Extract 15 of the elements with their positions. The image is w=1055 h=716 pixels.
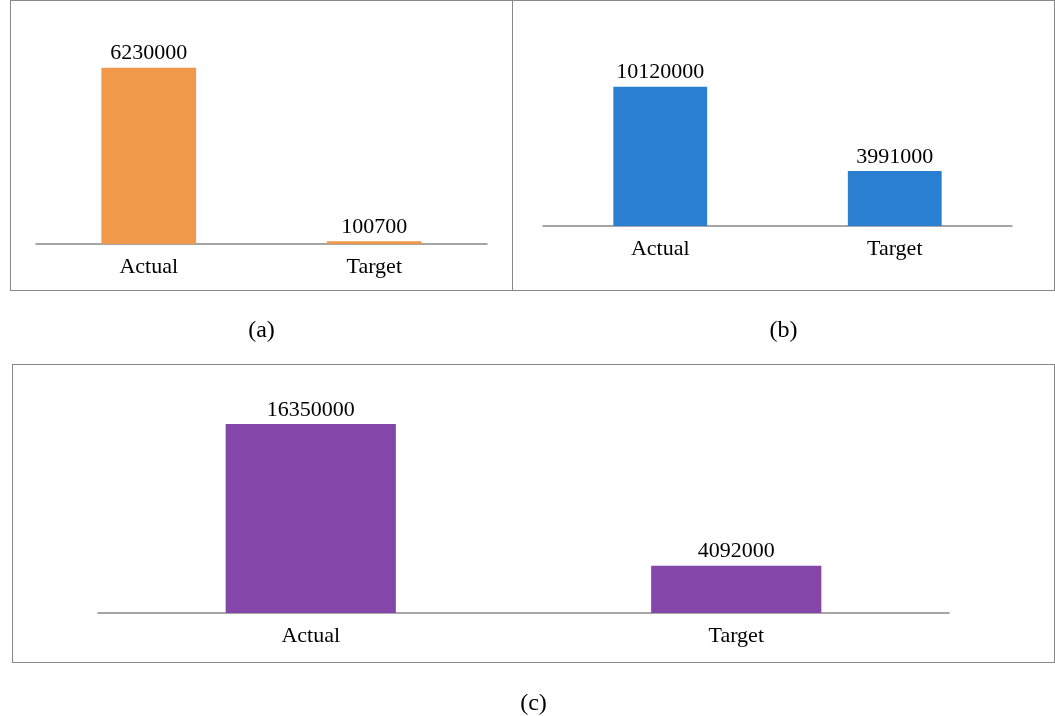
data-label: 16350000 <box>266 395 355 421</box>
x-tick-label: Actual <box>281 621 341 647</box>
data-label: 100700 <box>341 212 408 238</box>
data-label: 3991000 <box>856 142 934 168</box>
text: (c) <box>519 689 548 716</box>
x-tick-label: Target <box>346 252 402 278</box>
x-tick-label: Actual <box>630 234 690 260</box>
data-label: 6230000 <box>110 39 188 65</box>
data-label: 4092000 <box>697 537 775 563</box>
text: (b) <box>768 316 799 343</box>
text: (a) <box>247 316 276 343</box>
data-label: 10120000 <box>616 58 705 84</box>
x-tick-label: Target <box>867 234 923 260</box>
x-tick-label: Target <box>708 621 764 647</box>
x-tick-label: Actual <box>119 252 179 278</box>
